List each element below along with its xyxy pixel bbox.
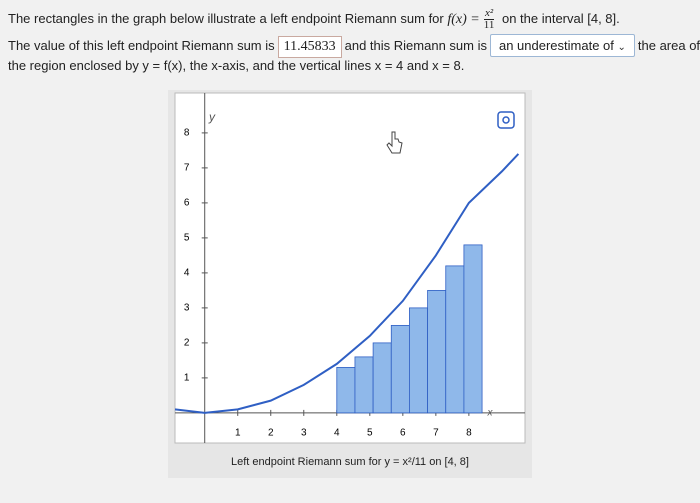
y-tick-label: 2	[184, 338, 190, 349]
y-tick-label: 3	[184, 303, 190, 314]
text: the area of	[637, 38, 700, 53]
function: f(x) =	[447, 11, 480, 27]
question-line: The rectangles in the graph below illust…	[8, 8, 620, 31]
riemann-rectangle	[390, 324, 410, 414]
x-tick-label: 4	[334, 428, 340, 439]
riemann-rectangle	[336, 366, 356, 414]
x-tick-label: 2	[268, 428, 274, 439]
question-line: The value of this left endpoint Riemann …	[8, 34, 700, 58]
text: The value of this left endpoint Riemann …	[8, 38, 275, 53]
x-tick-label: 1	[235, 428, 241, 439]
riemann-rectangle	[409, 307, 428, 414]
x-tick-label: 6	[400, 428, 406, 439]
x-tick-label: 5	[367, 428, 373, 439]
answer-box[interactable]: 11.45833	[277, 36, 342, 58]
dropdown-value: an underestimate of	[498, 38, 614, 53]
x-tick-label: 8	[466, 428, 472, 439]
y-tick-label: 8	[184, 128, 190, 139]
riemann-rectangle	[463, 244, 483, 414]
fraction: x² 11	[483, 7, 495, 31]
numerator: x²	[484, 7, 494, 19]
text: and this Riemann sum is	[344, 38, 487, 53]
text: on the interval [4, 8].	[501, 10, 620, 26]
dropdown[interactable]: an underestimate of ⌄	[489, 34, 635, 57]
y-tick-label: 5	[184, 233, 190, 244]
x-tick-label: 3	[301, 428, 307, 439]
y-tick-label: 1	[184, 373, 190, 384]
riemann-rectangle	[354, 356, 374, 414]
function-curve	[174, 153, 520, 414]
x-tick-label: 7	[433, 428, 439, 439]
riemann-rectangle	[445, 265, 465, 414]
denominator: 11	[483, 19, 495, 31]
question-line: the region enclosed by y = f(x), the x-a…	[8, 58, 464, 73]
y-tick-label: 7	[184, 163, 190, 174]
text: The rectangles in the graph below illust…	[8, 10, 444, 26]
cursor-icon	[386, 131, 403, 154]
riemann-rectangle	[372, 342, 392, 414]
y-axis-label: y	[208, 110, 216, 124]
text: the region enclosed by y = f(x), the x-a…	[8, 58, 465, 73]
y-tick-label: 4	[184, 268, 190, 279]
riemann-rectangle	[427, 289, 447, 414]
caption: Left endpoint Riemann sum for y = x²/11 …	[231, 456, 469, 468]
y-tick-label: 6	[184, 198, 190, 209]
zoom-icon[interactable]	[497, 111, 515, 129]
